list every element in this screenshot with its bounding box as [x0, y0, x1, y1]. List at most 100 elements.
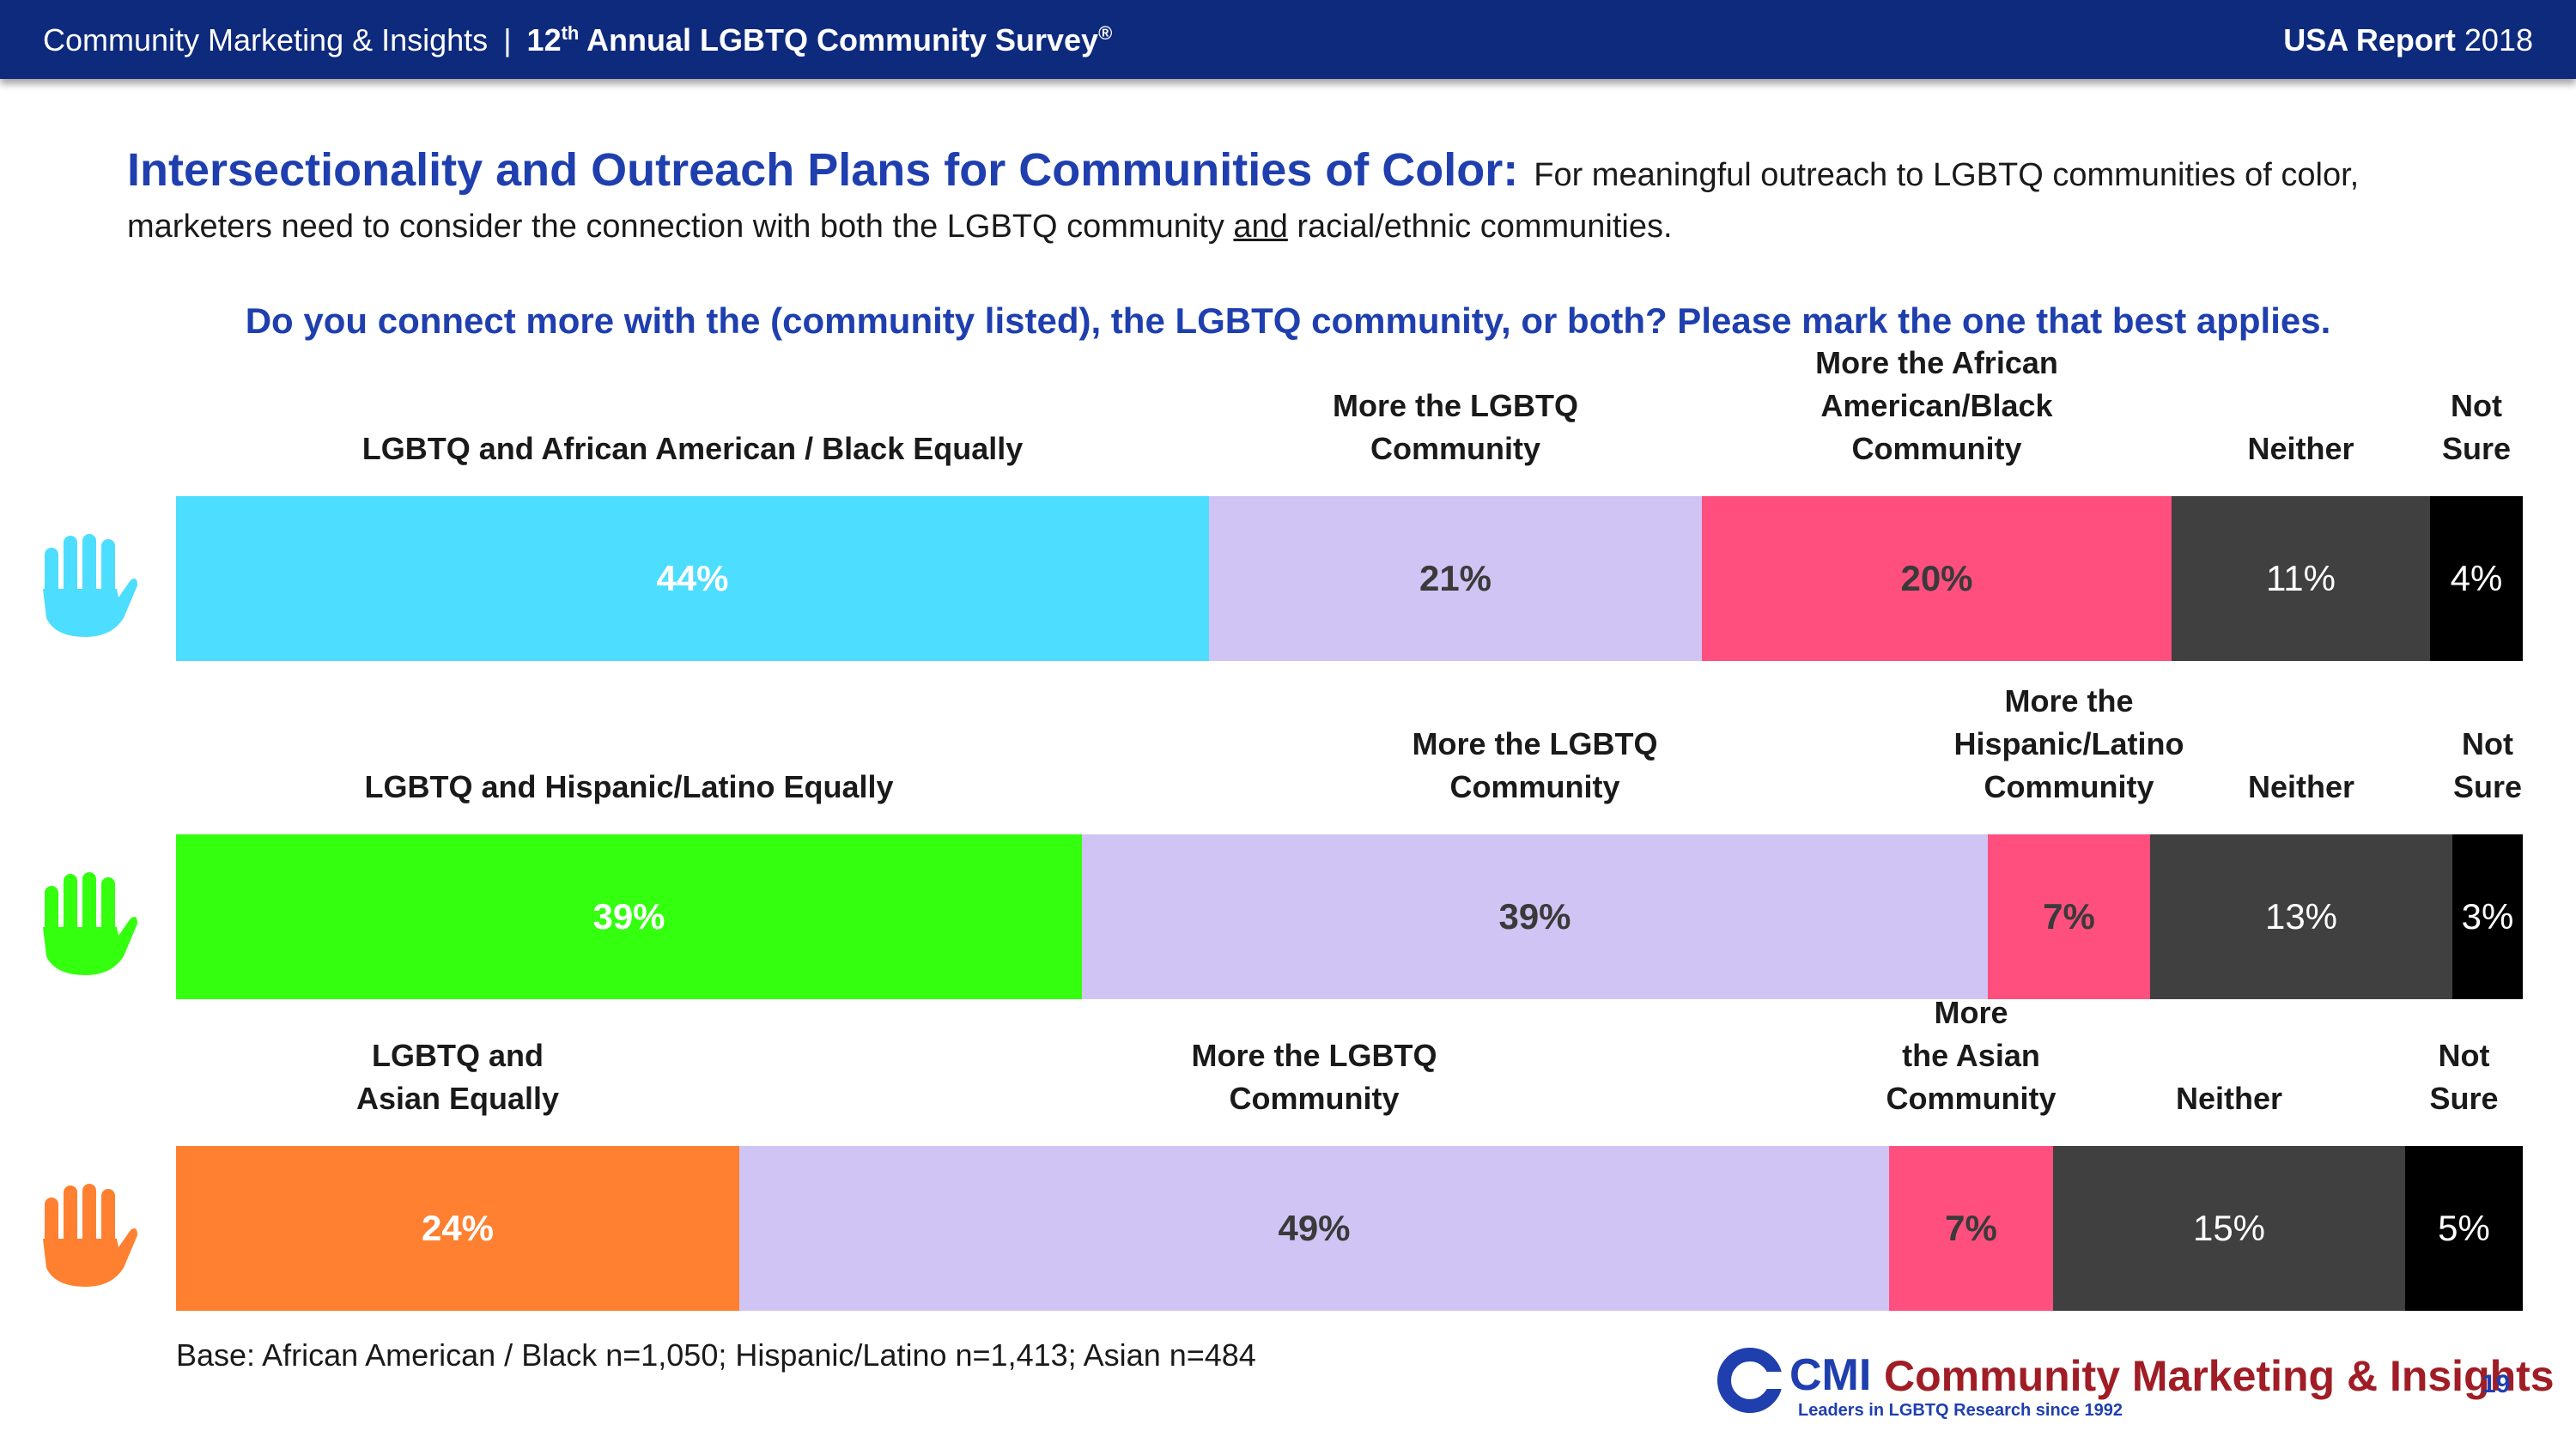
logo-company-name: Community Marketing & Insights [1884, 1352, 2555, 1400]
category-label: Not Sure [2327, 1034, 2576, 1120]
category-label-line: Neither [2175, 1081, 2283, 1116]
category-label: More the LGBTQ Community [1209, 385, 1702, 470]
category-label-line: Community [1229, 1081, 1400, 1116]
category-label-line: Not [2438, 1038, 2490, 1073]
bar-segment: 7% [1889, 1146, 2053, 1311]
cmi-logo-icon [1717, 1348, 1784, 1413]
header-separator: | [503, 22, 512, 58]
data-label: 39% [592, 896, 665, 937]
header-survey-title: Community Marketing & Insights | 12th Annu… [43, 22, 1112, 58]
header-survey-ordinal: th [561, 22, 580, 44]
data-label: 24% [421, 1208, 495, 1248]
data-label: 39% [1498, 896, 1571, 937]
header-report: USA Report 2018 [2283, 22, 2533, 58]
category-label: Not Sure [2350, 723, 2576, 809]
category-label-line: Not [2451, 388, 2502, 423]
category-label-line: More the [2004, 683, 2134, 718]
data-label: 13% [2264, 896, 2338, 937]
category-label-line: Sure [2452, 769, 2523, 804]
category-label-line: Community [1851, 431, 2022, 466]
bar-segment: 39% [1082, 834, 1988, 999]
raised-hand-icon [43, 1184, 137, 1287]
category-label-line: Hispanic/Latino [1953, 726, 2184, 761]
category-label-line: American/Black [1820, 388, 2053, 423]
data-label: 5% [2438, 1208, 2490, 1248]
category-label: Neither [2150, 766, 2452, 809]
category-label-line: the Asian [1902, 1038, 2040, 1073]
data-label: 11% [2266, 558, 2336, 598]
bar-segment: 39% [176, 834, 1082, 999]
category-label: More the Hispanic/Latino Community [1932, 680, 2207, 809]
category-label-line: Sure [2441, 431, 2512, 466]
logo-tagline: Leaders in LGBTQ Research since 1992 [1798, 1401, 2123, 1420]
bar-segment: 7% [1988, 834, 2150, 999]
slide-title-and: and [1233, 209, 1288, 245]
category-label: Not Sure [2339, 385, 2576, 470]
bar-segment: 3% [2452, 834, 2523, 999]
category-label-line: Asian Equally [355, 1081, 560, 1116]
header-survey-name: Annual LGBTQ Community Survey [579, 22, 1099, 58]
data-label: 44% [656, 558, 729, 598]
category-label-line: LGBTQ and [372, 1038, 544, 1073]
category-label: More the LGBTQ Community [1082, 723, 1988, 809]
data-label: 7% [2043, 896, 2095, 937]
header-report-year: 2018 [2464, 22, 2533, 58]
bar-segment: 44% [176, 496, 1209, 661]
data-label: 3% [2461, 896, 2514, 937]
data-label: 15% [2192, 1208, 2266, 1248]
category-label-line: More [1934, 995, 2008, 1030]
slide-title-lead: Intersectionality and Outreach Plans for… [127, 144, 1519, 196]
base-note: Base: African American / Black n=1,050; … [176, 1337, 1256, 1373]
data-label: 21% [1419, 558, 1492, 598]
logo-cmi: CMI [1789, 1350, 1872, 1400]
bar-segment: 13% [2150, 834, 2452, 999]
category-label-line: LGBTQ and African American / Black Equal… [361, 431, 1024, 466]
bar-segment: 4% [2430, 496, 2523, 661]
data-label: 7% [1945, 1208, 1997, 1248]
header-survey: 12th Annual LGBTQ Community Survey® [527, 22, 1113, 58]
category-label: More the African American/Black Community [1702, 342, 2172, 470]
bar-segment: 15% [2053, 1146, 2405, 1311]
category-label-line: Community [1370, 431, 1540, 466]
category-label-line: Neither [2247, 769, 2355, 804]
data-label: 20% [1900, 558, 1973, 598]
category-label: More the Asian Community [1834, 991, 2109, 1120]
bar-segment: 49% [739, 1146, 1889, 1311]
slide-title-text-1: For meaningful outreach to LGBTQ communi… [127, 157, 2360, 245]
category-label: LGBTQ and Asian Equally [176, 1034, 739, 1120]
category-label-line: Community [1984, 769, 2154, 804]
category-label-line: More the LGBTQ [1191, 1038, 1437, 1073]
header-bar: Community Marketing & Insights | 12th Annu… [0, 0, 2576, 79]
category-label-line: Not [2462, 726, 2513, 761]
category-label-line: Community [1449, 769, 1620, 804]
category-label-line: More the LGBTQ [1333, 388, 1578, 423]
header-survey-number: 12 [526, 22, 562, 58]
category-label: More the LGBTQ Community [739, 1034, 1889, 1120]
data-label: 49% [1278, 1208, 1351, 1248]
data-label: 4% [2450, 558, 2503, 598]
category-label: Neither [2164, 427, 2439, 470]
category-label-line: Community [1886, 1081, 2057, 1116]
raised-hand-icon [43, 872, 137, 975]
category-label-line: More the African [1815, 345, 2058, 380]
bar-segment: 5% [2405, 1146, 2523, 1311]
category-label-line: LGBTQ and Hispanic/Latino Equally [364, 769, 894, 804]
slide-title-text-2: racial/ethnic communities. [1287, 209, 1673, 245]
bar-segment: 20% [1702, 496, 2172, 661]
page-number: 19 [2482, 1370, 2511, 1398]
header-org: Community Marketing & Insights [43, 22, 489, 58]
bar-segment: 11% [2172, 496, 2430, 661]
bar-segment: 21% [1209, 496, 1702, 661]
category-label: LGBTQ and Hispanic/Latino Equally [176, 766, 1082, 809]
slide-title: Intersectionality and Outreach Plans for… [127, 144, 2497, 252]
header-registered-mark: ® [1098, 22, 1113, 44]
category-label-line: Neither [2247, 431, 2354, 466]
bar-segment: 24% [176, 1146, 739, 1311]
category-label-line: Sure [2429, 1081, 2499, 1116]
category-label: LGBTQ and African American / Black Equal… [176, 427, 1209, 470]
survey-question: Do you connect more with the (community … [245, 300, 2331, 341]
category-label: Neither [2053, 1077, 2405, 1120]
header-report-name: USA Report [2283, 22, 2456, 58]
raised-hand-icon [43, 534, 137, 637]
category-label-line: More the LGBTQ [1412, 726, 1658, 761]
